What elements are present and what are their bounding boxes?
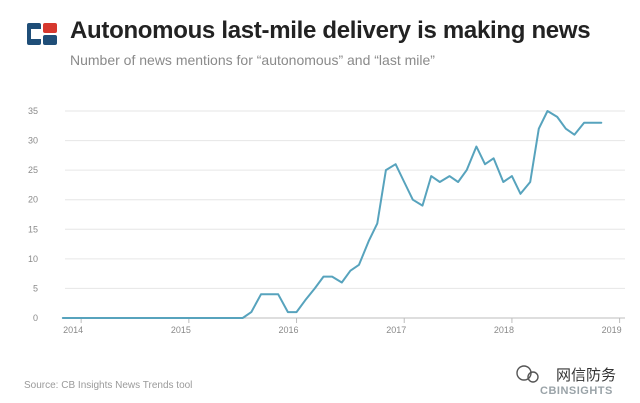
wechat-icon-bubble-small — [527, 371, 539, 383]
y-tick-label-15: 15 — [28, 224, 38, 234]
y-tick-label-20: 20 — [28, 195, 38, 205]
line-chart: 0 5 10 15 20 25 30 35 2014 2015 2016 2017 2018 2019 — [28, 106, 625, 335]
logo-right-bottom-block — [43, 35, 57, 45]
y-tick-label-30: 30 — [28, 136, 38, 146]
watermark-cb-text: CBINSIGHTS — [540, 385, 613, 397]
cb-insights-logo — [27, 23, 57, 45]
y-tick-label-5: 5 — [33, 283, 38, 293]
y-tick-label-35: 35 — [28, 106, 38, 116]
logo-notch — [31, 29, 41, 39]
x-tick-label-2019: 2019 — [602, 325, 622, 335]
source-note: Source: CB Insights News Trends tool — [24, 380, 193, 391]
y-tick-label-10: 10 — [28, 254, 38, 264]
x-tick-label-2017: 2017 — [386, 325, 406, 335]
y-tick-label-25: 25 — [28, 165, 38, 175]
logo-right-top-block — [43, 23, 57, 33]
x-tick-label-2016: 2016 — [279, 325, 299, 335]
series-layer — [61, 110, 603, 319]
watermark — [516, 365, 539, 383]
grid-layer — [65, 110, 625, 289]
y-tick-label-0: 0 — [33, 313, 38, 323]
x-tick-label-2014: 2014 — [63, 325, 83, 335]
x-tick-label-2015: 2015 — [171, 325, 191, 335]
watermark-brand-text: 网信防务 — [556, 367, 617, 384]
series-line-0 — [61, 110, 603, 319]
chart-title: Autonomous last-mile delivery is making … — [70, 17, 591, 44]
x-tick-label-2018: 2018 — [494, 325, 514, 335]
wechat-icon-bubble-large — [516, 365, 532, 381]
chart-subtitle: Number of news mentions for “autonomous”… — [70, 52, 435, 68]
